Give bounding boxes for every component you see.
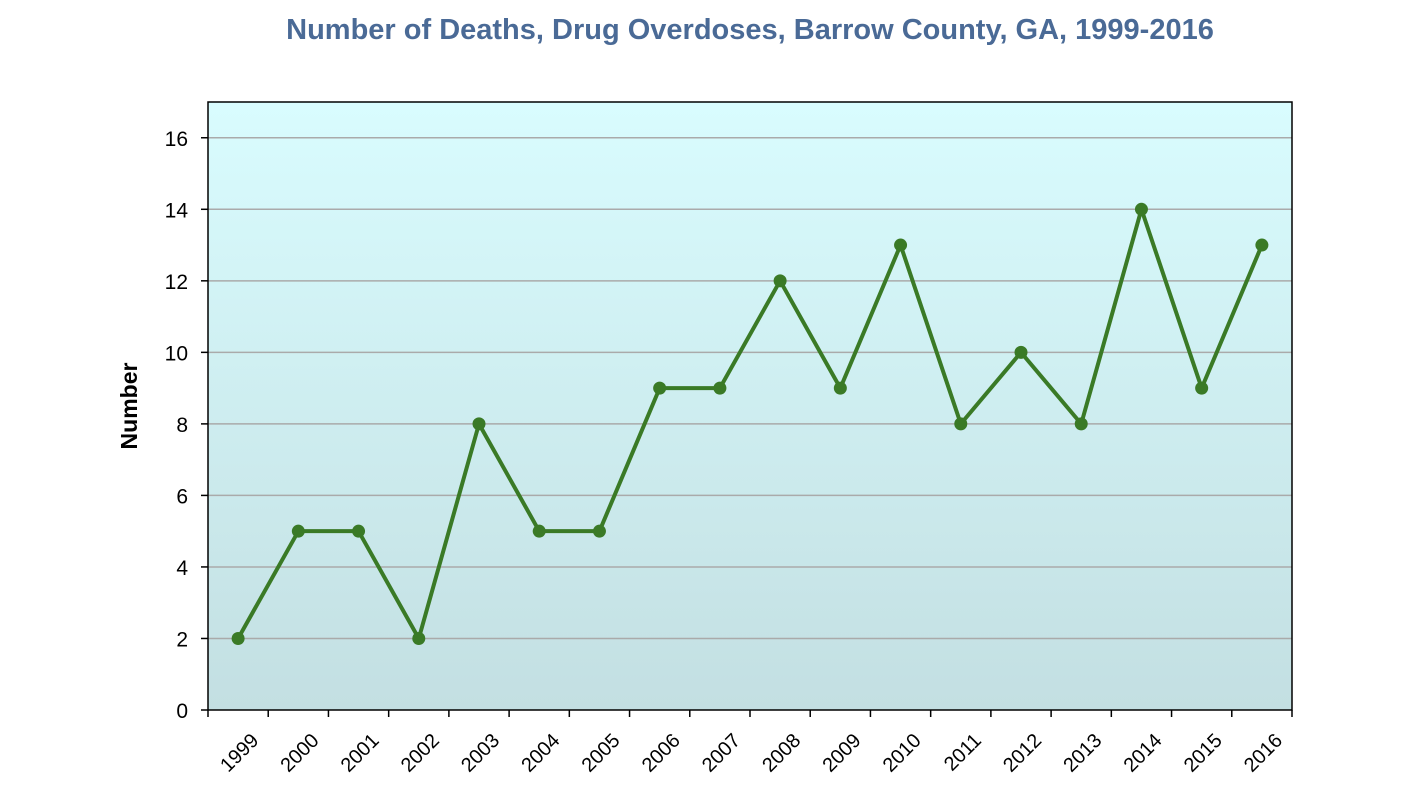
data-point[interactable] <box>833 381 847 395</box>
x-tick-label: 2008 <box>758 730 805 777</box>
data-point[interactable] <box>894 238 908 252</box>
x-axis: 1999 2000 2001 2002 2003 2004 2005 2006 2007 2008… <box>207 710 1293 777</box>
data-point[interactable] <box>352 524 366 538</box>
x-tick-label: 2011 <box>940 730 986 776</box>
x-tick-label: 2001 <box>337 730 384 777</box>
y-tick-label: 4 <box>176 557 188 580</box>
data-point[interactable] <box>954 417 968 431</box>
data-point[interactable] <box>412 631 426 645</box>
x-tick-label: 2015 <box>1180 730 1227 777</box>
x-tick-label: 2012 <box>999 730 1046 777</box>
plot-area <box>208 102 1292 710</box>
gridlines <box>208 137 1292 640</box>
x-tick-label: 2013 <box>1059 730 1106 777</box>
x-tick-label: 2007 <box>698 730 745 777</box>
data-point[interactable] <box>532 524 546 538</box>
y-tick-label: 10 <box>165 342 188 365</box>
data-point[interactable] <box>231 631 245 645</box>
data-point[interactable] <box>472 417 486 431</box>
data-series <box>231 202 1269 645</box>
x-tick-label: 2003 <box>457 730 504 777</box>
y-tick-label: 14 <box>165 199 189 222</box>
x-tick-label: 2005 <box>578 730 625 777</box>
y-tick-label: 0 <box>176 700 188 723</box>
y-axis: 0 2 4 6 8 10 12 14 16 <box>165 128 208 723</box>
x-tick-label: 1999 <box>216 730 263 777</box>
data-point[interactable] <box>1074 417 1088 431</box>
x-tick-label: 2016 <box>1240 730 1287 777</box>
y-tick-label: 2 <box>176 628 188 651</box>
data-point[interactable] <box>1014 345 1028 359</box>
data-point[interactable] <box>1134 202 1148 216</box>
x-tick-label: 2000 <box>276 730 323 777</box>
data-point[interactable] <box>291 524 305 538</box>
data-point[interactable] <box>1195 381 1209 395</box>
y-axis-label: Number <box>116 363 142 450</box>
x-tick-label: 2009 <box>818 730 865 777</box>
x-tick-label: 2006 <box>638 730 685 777</box>
x-tick-label: 2014 <box>1120 730 1167 777</box>
y-tick-label: 8 <box>176 414 188 437</box>
y-tick-label: 12 <box>165 271 188 294</box>
y-tick-label: 16 <box>165 128 188 151</box>
series-line <box>236 207 1264 641</box>
data-point[interactable] <box>653 381 667 395</box>
data-point[interactable] <box>713 381 727 395</box>
data-point[interactable] <box>773 274 787 288</box>
data-point[interactable] <box>592 524 606 538</box>
chart-title: Number of Deaths, Drug Overdoses, Barrow… <box>286 14 1214 46</box>
x-tick-label: 2010 <box>879 730 926 777</box>
y-tick-label: 6 <box>176 485 188 508</box>
x-tick-label: 2002 <box>397 730 444 777</box>
x-tick-label: 2004 <box>517 730 564 777</box>
data-point[interactable] <box>1255 238 1269 252</box>
